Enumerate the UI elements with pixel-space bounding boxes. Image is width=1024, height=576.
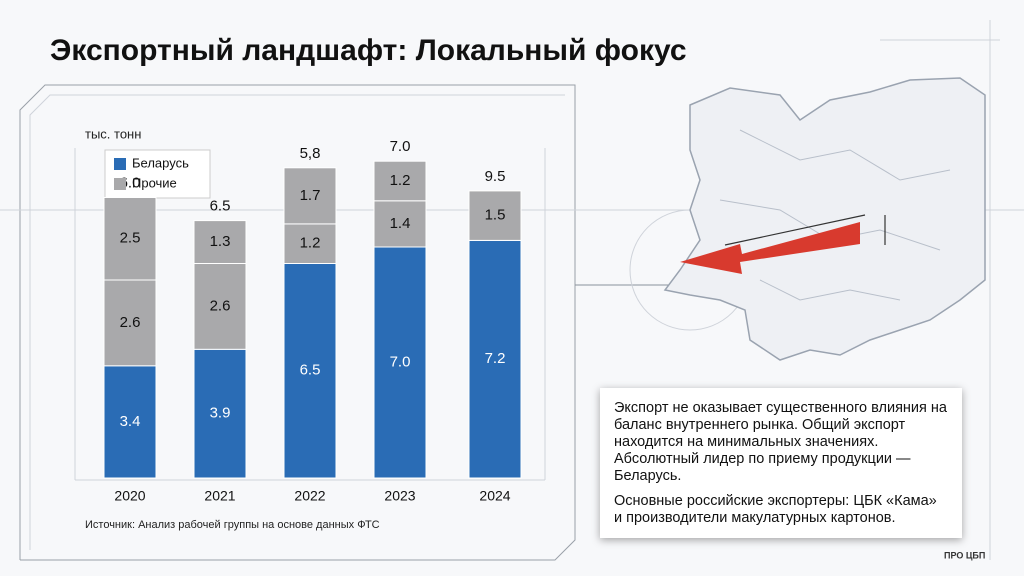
value-label: 1.2	[300, 235, 321, 252]
unit-label: тыс. тонн	[85, 126, 141, 141]
bar-segment	[283, 167, 337, 225]
title: Экспортный ландшафт: Локальный фокус	[50, 34, 687, 67]
legend-swatch	[114, 178, 126, 190]
total-label: 6.5	[210, 198, 231, 215]
source: Источник: Анализ рабочей группы на основ…	[85, 519, 380, 531]
map	[663, 77, 986, 361]
bar-segment	[283, 263, 337, 479]
value-label: 3.9	[210, 405, 231, 422]
bar-segment	[103, 197, 157, 281]
x-tick-label: 2020	[114, 488, 145, 504]
value-label: 2.6	[120, 314, 141, 331]
bar-segment	[373, 200, 427, 248]
value-label: 7.0	[390, 353, 411, 370]
bar-segment	[193, 348, 247, 479]
note-text: Экспорт не оказывает существенного влиян…	[614, 400, 947, 484]
note-box: Экспорт не оказывает существенного влиян…	[600, 388, 962, 538]
value-label: 1.7	[300, 187, 321, 204]
x-tick-label: 2021	[204, 488, 235, 504]
bar-segment	[103, 279, 157, 367]
total-label: 5,8	[300, 145, 321, 162]
value-label: 2.5	[120, 230, 141, 247]
bar-segment	[193, 263, 247, 350]
note-text: Основные российские экспортеры: ЦБК «Кам…	[614, 493, 937, 526]
legend-label: Прочие	[132, 175, 177, 190]
value-label: 1.3	[210, 233, 231, 250]
legend-swatch	[114, 158, 126, 170]
value-label: 1.5	[485, 207, 506, 224]
value-label: 6.5	[300, 362, 321, 379]
bar-segment	[373, 246, 427, 479]
x-tick-label: 2023	[384, 488, 415, 504]
total-label: 9.5	[485, 168, 506, 185]
x-tick-label: 2024	[479, 488, 510, 504]
bar-segment	[373, 160, 427, 202]
logo: ПРО ЦБП	[944, 550, 985, 560]
bar-segment	[193, 220, 247, 265]
bar-segment	[468, 190, 522, 241]
value-label: 2.6	[210, 297, 231, 314]
legend-label: Беларусь	[132, 155, 189, 170]
bar-segment	[283, 223, 337, 264]
bar-segment	[103, 365, 157, 479]
x-tick-label: 2022	[294, 488, 325, 504]
value-label: 1.4	[390, 215, 411, 232]
total-label: 7.0	[390, 138, 411, 155]
value-label: 7.2	[485, 350, 506, 367]
value-label: 3.4	[120, 413, 141, 430]
value-label: 1.2	[390, 172, 411, 189]
